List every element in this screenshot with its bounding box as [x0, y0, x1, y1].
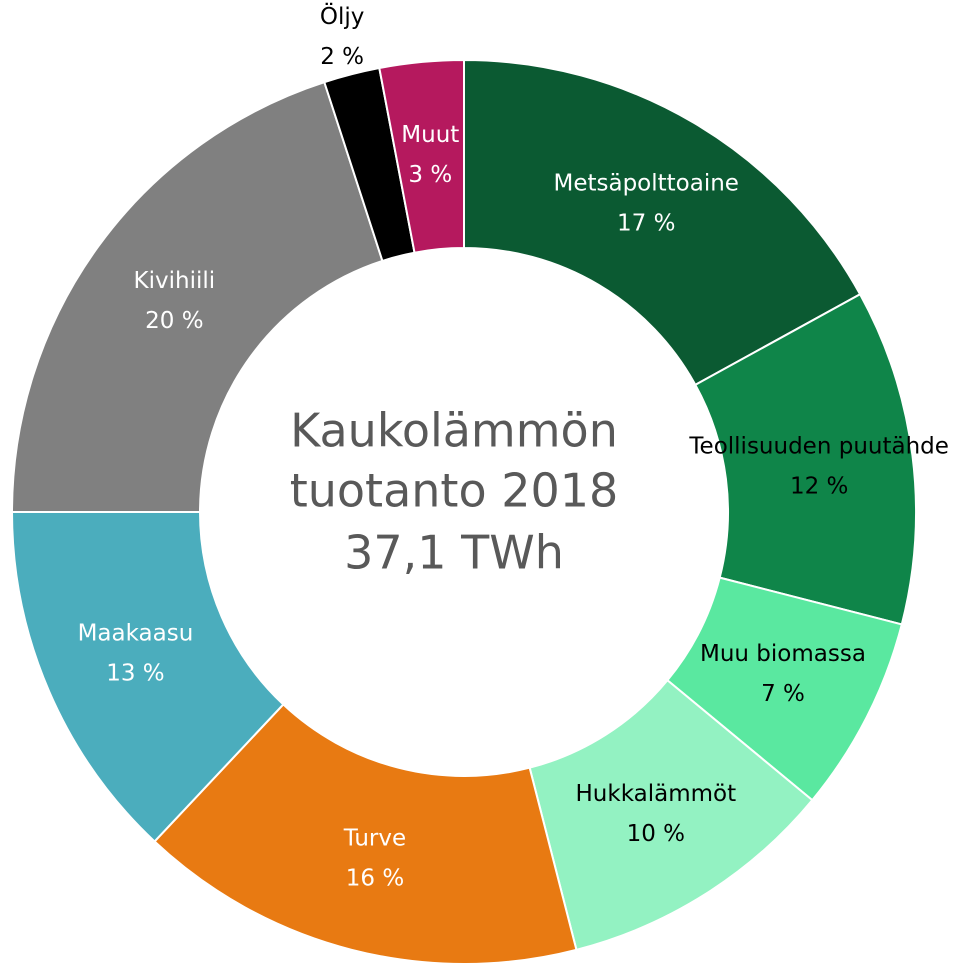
slice-label: Muu biomassa: [700, 641, 866, 667]
slice-label: Hukkalämmöt: [576, 781, 737, 807]
center-text: 37,1 TWh: [344, 526, 564, 580]
donut-slice: [10, 511, 285, 843]
slice-label: Teollisuuden puutähde: [688, 434, 949, 460]
slice-value-label: 17 %: [617, 210, 675, 236]
slice-label: Turve: [343, 825, 406, 851]
slice-value-label: 3 %: [408, 162, 452, 188]
slice-label: Kivihiili: [134, 268, 216, 294]
slice-value-label: 20 %: [145, 308, 203, 334]
donut-slice: [153, 703, 578, 965]
slice-value-label: 13 %: [106, 661, 164, 687]
slice-label: Maakaasu: [78, 621, 194, 647]
slice-label: Metsäpolttoaine: [553, 170, 738, 196]
slice-value-label: 16 %: [346, 865, 404, 891]
donut-slice: [378, 58, 465, 254]
slice-value-label: 10 %: [627, 821, 685, 847]
slice-value-label: 7 %: [761, 681, 805, 707]
slice-label: Muut: [401, 122, 459, 148]
center-text: tuotanto 2018: [290, 464, 619, 518]
donut-slice: [463, 58, 862, 387]
donut-slice: [693, 292, 917, 626]
center-text: Kaukolämmön: [290, 404, 618, 458]
slice-value-label: 12 %: [790, 474, 848, 500]
slice-label: Öljy: [320, 2, 365, 30]
slice-value-label: 2 %: [320, 44, 364, 70]
donut-slice: [10, 80, 384, 513]
